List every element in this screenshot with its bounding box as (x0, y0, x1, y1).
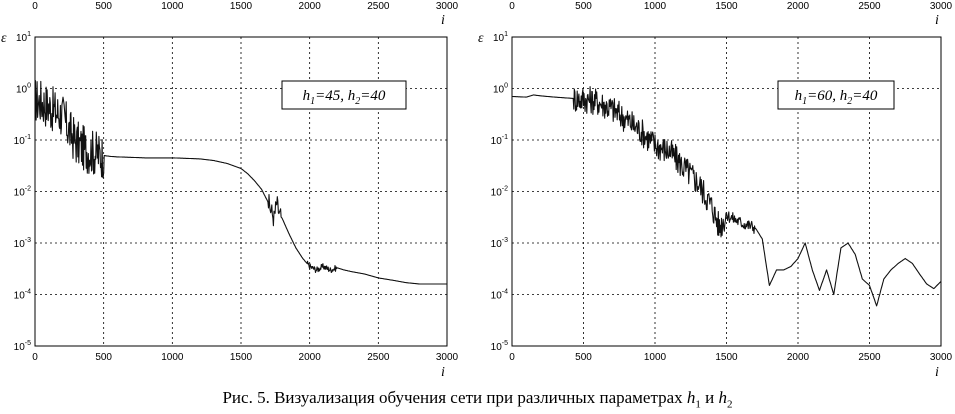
x-tick-label: 1000 (161, 352, 184, 363)
top-tick-label: 0 (32, 1, 38, 12)
x-tick-label: 1000 (644, 352, 667, 363)
y-tick-label: 10-5 (14, 340, 31, 353)
x-tick-label: 3000 (930, 352, 953, 363)
y-tick-label: 10-4 (491, 289, 508, 302)
y-axis-label: ε (1, 31, 7, 46)
caption-h2: h (718, 388, 728, 407)
top-tick-label: 1500 (230, 1, 253, 12)
top-axis-label: i (935, 13, 939, 28)
series-line (512, 86, 942, 307)
top-tick-label: 500 (575, 1, 592, 12)
y-tick-label: 10-3 (491, 237, 508, 250)
y-tick-label: 10-5 (491, 340, 508, 353)
x-tick-label: 500 (575, 352, 592, 363)
x-tick-label: 0 (509, 352, 515, 363)
x-tick-label: 0 (32, 352, 38, 363)
annotation-box (777, 80, 895, 110)
y-axis-label: ε (478, 31, 484, 46)
top-tick-label: 500 (95, 1, 112, 12)
top-tick-label: 2000 (299, 1, 322, 12)
annotation-text: h1=45, h2=40 (303, 88, 386, 107)
top-tick-label: 2000 (787, 1, 810, 12)
x-tick-label: 500 (95, 352, 112, 363)
annotation-text: h1=60, h2=40 (795, 88, 878, 107)
x-tick-label: 1500 (715, 352, 738, 363)
caption-h1: h (686, 388, 696, 407)
top-tick-label: 1500 (715, 1, 738, 12)
top-tick-label: 1000 (161, 1, 184, 12)
series-line (34, 80, 448, 285)
plot-frame (511, 36, 942, 347)
chart-panel-2: 0 500 1000 1500 2000 2500 3000 0 500 1000 1500 2000… (478, 1, 953, 380)
y-tick-label: 100 (493, 83, 508, 96)
chart-panel-1: 0 500 1000 1500 2000 2500 3000 0 500 1000 1500 2000… (1, 1, 459, 380)
caption-sub2: 2 (727, 398, 733, 411)
caption-conj: и (705, 388, 715, 407)
x-tick-label: 1500 (230, 352, 253, 363)
y-tick-label: 101 (16, 31, 31, 44)
x-tick-label: 2000 (787, 352, 810, 363)
caption-text: Рис. 5. Визуализация обучения сети при р… (222, 388, 683, 407)
x-tick-label: 2000 (299, 352, 322, 363)
top-tick-label: 3000 (436, 1, 459, 12)
x-tick-label: 2500 (367, 352, 390, 363)
figure-caption: Рис. 5. Визуализация обучения сети при р… (0, 388, 955, 410)
y-tick-label: 10-1 (491, 134, 508, 147)
x-axis-label: i (935, 365, 939, 380)
y-tick-label: 10-2 (14, 186, 31, 199)
y-tick-label: 100 (16, 83, 31, 96)
x-axis-label: i (441, 365, 445, 380)
x-tick-label: 3000 (436, 352, 459, 363)
top-tick-label: 1000 (644, 1, 667, 12)
caption-sub1: 1 (695, 398, 701, 411)
top-tick-label: 2500 (858, 1, 881, 12)
plot-frame (34, 36, 448, 347)
y-tick-label: 10-4 (14, 289, 31, 302)
y-tick-label: 10-1 (14, 134, 31, 147)
top-tick-label: 3000 (930, 1, 953, 12)
y-tick-label: 10-2 (491, 186, 508, 199)
annotation-box (281, 80, 407, 110)
top-tick-label: 0 (509, 1, 515, 12)
top-tick-label: 2500 (367, 1, 390, 12)
x-tick-label: 2500 (858, 352, 881, 363)
top-axis-label: i (441, 13, 445, 28)
y-tick-label: 10-3 (14, 237, 31, 250)
y-tick-label: 101 (493, 31, 508, 44)
